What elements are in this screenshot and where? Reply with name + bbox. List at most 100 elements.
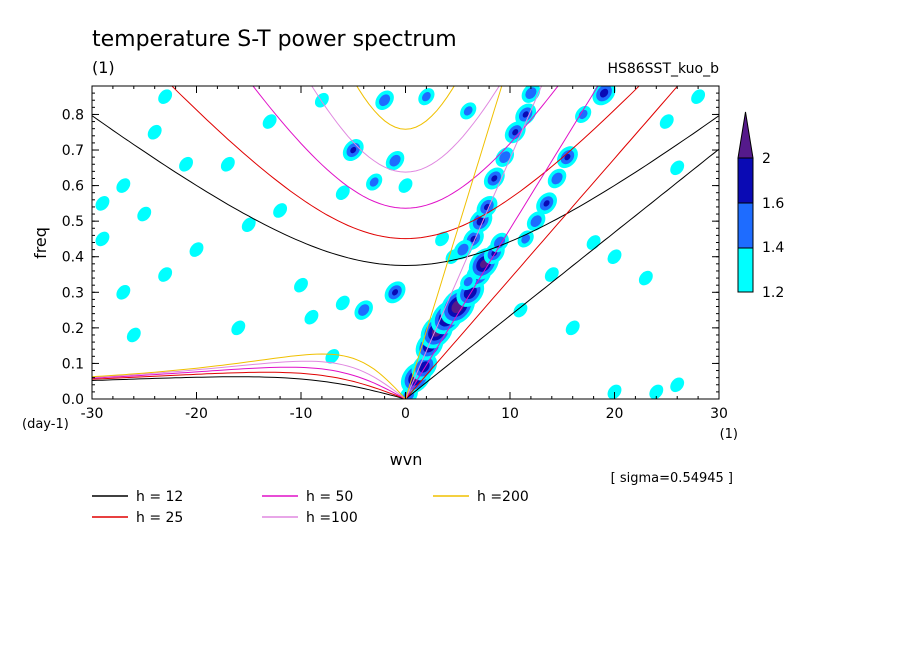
contour-blob	[521, 86, 541, 103]
contour-blob	[517, 230, 534, 248]
contour-blob	[544, 267, 559, 282]
y-tick-label: 0.1	[62, 356, 84, 372]
colorbar-triangle	[737, 111, 754, 159]
title-unit: (1)	[92, 58, 115, 77]
gravity-curve	[311, 86, 500, 173]
contour-level-2	[457, 243, 469, 256]
contour-blob	[513, 302, 528, 318]
gravity-curve	[252, 86, 559, 209]
contour-level-3	[522, 111, 529, 118]
contour-level-1	[304, 309, 319, 325]
contour-blob	[453, 239, 473, 260]
colorbar-segment	[737, 202, 754, 249]
rossby-curve	[92, 353, 406, 399]
contour-blob	[335, 295, 350, 311]
colorbar: 1.2 1.4 1.6 2	[737, 111, 784, 301]
contour-level-1	[262, 114, 277, 129]
contour-level-1	[325, 349, 340, 364]
contour-level-1	[189, 242, 204, 257]
contour-blob	[557, 146, 578, 169]
contour-level-2	[530, 215, 542, 228]
contour-level-3	[512, 129, 519, 136]
contour-blob	[504, 121, 526, 144]
sigma-note: [ sigma=0.54945 ]	[611, 471, 733, 486]
contour-level-1	[659, 114, 674, 129]
contour-level-1	[607, 249, 622, 265]
contour-level-1	[435, 231, 450, 247]
contour-blob	[547, 168, 567, 189]
contour-blob	[670, 377, 685, 393]
contour-level-2	[493, 236, 506, 249]
contour-level-2	[499, 151, 511, 163]
contour-blob	[418, 88, 435, 106]
contour-blob	[116, 178, 131, 193]
colorbar-segment	[737, 247, 754, 293]
contour-blob	[241, 217, 256, 233]
contour-blob	[659, 114, 674, 129]
contour-level-1	[670, 160, 685, 176]
contour-blob	[460, 273, 477, 291]
contour-blob	[526, 211, 546, 231]
contour-level-1	[179, 156, 193, 172]
contour-blob	[189, 242, 204, 257]
legend-label: h = 12	[136, 489, 183, 505]
contour-blob	[638, 270, 653, 286]
y-axis-label: freq	[31, 227, 50, 259]
kelvin-curve	[405, 86, 543, 399]
contour-level-1	[273, 203, 288, 218]
contour-level-1	[565, 320, 580, 336]
y-tick-label: 0.7	[62, 143, 84, 159]
colorbar-label: 1.4	[762, 240, 784, 256]
x-tick-label: -30	[81, 406, 104, 422]
contour-level-1	[294, 277, 308, 293]
contour-level-2	[521, 234, 531, 244]
gravity-curve	[171, 86, 640, 240]
dispersion-curves	[92, 86, 719, 399]
contour-blob	[158, 267, 173, 282]
contour-level-1	[638, 270, 653, 286]
contour-level-1	[158, 267, 173, 282]
plot-background	[92, 86, 719, 399]
contour-level-2	[578, 109, 588, 120]
contour-blob	[435, 231, 450, 247]
y-tick-label: 0.8	[62, 107, 84, 123]
contour-blob	[126, 327, 141, 343]
kelvin-curve	[405, 86, 599, 399]
contour-level-1	[116, 284, 131, 300]
x-unit-label: (1)	[720, 427, 738, 442]
x-tick-label: 30	[710, 406, 728, 422]
contour-blob	[691, 89, 706, 104]
contour-blob	[158, 89, 173, 104]
contour-level-1	[398, 178, 413, 193]
contour-level-1	[137, 206, 152, 222]
contour-level-2	[463, 276, 473, 287]
contour-level-1	[95, 231, 110, 247]
contour-level-1	[335, 295, 350, 311]
rossby-curve	[92, 376, 406, 399]
contour-blob	[137, 206, 152, 222]
legend: h = 12 h = 25 h = 50 h =100 h =200	[92, 489, 529, 526]
contour-level-2	[369, 177, 379, 187]
contour-level-3	[491, 175, 498, 182]
contour-blob	[116, 284, 131, 300]
x-tick-label: 20	[606, 406, 624, 422]
contour-level-2	[379, 94, 391, 107]
y-unit-label: (day-1)	[22, 417, 69, 432]
x-tick-label: 10	[501, 406, 519, 422]
contour-level-3	[392, 289, 399, 296]
rossby-curve	[92, 360, 406, 399]
contour-level-2	[525, 87, 537, 99]
rossby-curve	[92, 366, 406, 399]
x-tick-label: -10	[290, 406, 313, 422]
axis-ticks: -30 -20 -10 0 10 20 30 0.0 0.1 0.2 0.3 0.4 0.5 0.6 0.7…	[62, 86, 728, 422]
colorbar-segment	[737, 157, 754, 204]
contour-level-1	[158, 89, 173, 104]
contour-level-2	[358, 304, 370, 316]
contour-blob	[366, 173, 383, 191]
contour-blob	[385, 150, 405, 171]
x-tick-label: -20	[185, 406, 208, 422]
contour-blob	[536, 192, 557, 215]
contour-blob	[294, 277, 308, 293]
contour-level-3	[543, 200, 550, 207]
contour-level-3	[350, 146, 357, 154]
